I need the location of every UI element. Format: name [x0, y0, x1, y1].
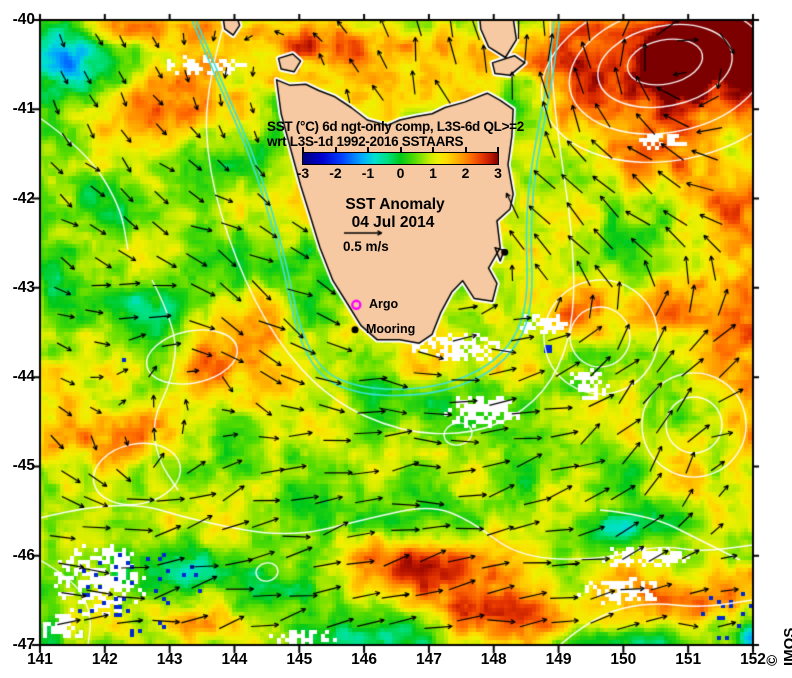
colorbar-tick-label: -3 — [296, 165, 310, 181]
y-tick-label: -45 — [12, 457, 35, 475]
x-tick-label: 149 — [545, 651, 572, 668]
map-title-line2: wrt L3S-1d 1992-2016 SSTAARS — [267, 134, 464, 149]
y-tick-label: -46 — [12, 546, 35, 564]
colorbar-tick — [367, 147, 369, 152]
y-tick-label: -40 — [12, 11, 35, 28]
x-tick-label: 143 — [156, 651, 183, 668]
anomaly-label: SST Anomaly — [345, 196, 445, 213]
colorbar-tick-label: 1 — [429, 165, 437, 181]
x-tick-label: 142 — [91, 651, 118, 668]
colorbar-tick-label: 0 — [396, 165, 405, 181]
colorbar-tick — [334, 147, 337, 152]
x-tick-label: 151 — [675, 651, 702, 668]
x-tick-label: 145 — [286, 651, 313, 668]
y-tick-label: -42 — [12, 189, 35, 207]
colorbar-gradient — [302, 152, 499, 165]
x-tick-label: 144 — [221, 651, 248, 668]
velocity-scale-label: 0.5 m/s — [343, 239, 389, 254]
y-tick-label: -47 — [12, 636, 35, 653]
x-tick-label: 148 — [480, 651, 507, 668]
map-title-line1: SST (°C) 6d ngt-only comp, L3S-6d QL>=2 — [267, 119, 524, 134]
colorbar-tick-label: -2 — [329, 165, 342, 181]
y-tick-label: -41 — [12, 100, 35, 118]
mooring-label: Mooring — [366, 322, 416, 336]
colorbar-tick-label: 2 — [461, 165, 470, 181]
y-tick-label: -44 — [12, 368, 35, 386]
colorbar-tick-label: -1 — [361, 165, 375, 181]
colorbar-tick — [399, 147, 402, 152]
colorbar-tick-label: 3 — [494, 165, 502, 181]
argo-label: Argo — [369, 297, 399, 311]
x-tick-label: 141 — [27, 651, 53, 668]
x-tick-label: 147 — [415, 651, 442, 668]
x-tick-label: 146 — [351, 651, 378, 668]
colorbar: -3 -2 -1 0 1 2 3 — [297, 147, 502, 181]
colorbar-tick — [432, 147, 434, 152]
x-tick-label: 152 — [740, 651, 766, 668]
imos-credit-text: © IMOS 04-Jul-2017 04:51 Hobart Time — [764, 627, 792, 666]
x-tick-label: 150 — [610, 651, 637, 668]
colorbar-tick — [497, 147, 499, 152]
anomaly-date: 04 Jul 2014 — [351, 214, 435, 231]
y-tick-label: -43 — [12, 278, 35, 296]
colorbar-tick — [302, 147, 304, 152]
colorbar-tick — [464, 147, 467, 152]
